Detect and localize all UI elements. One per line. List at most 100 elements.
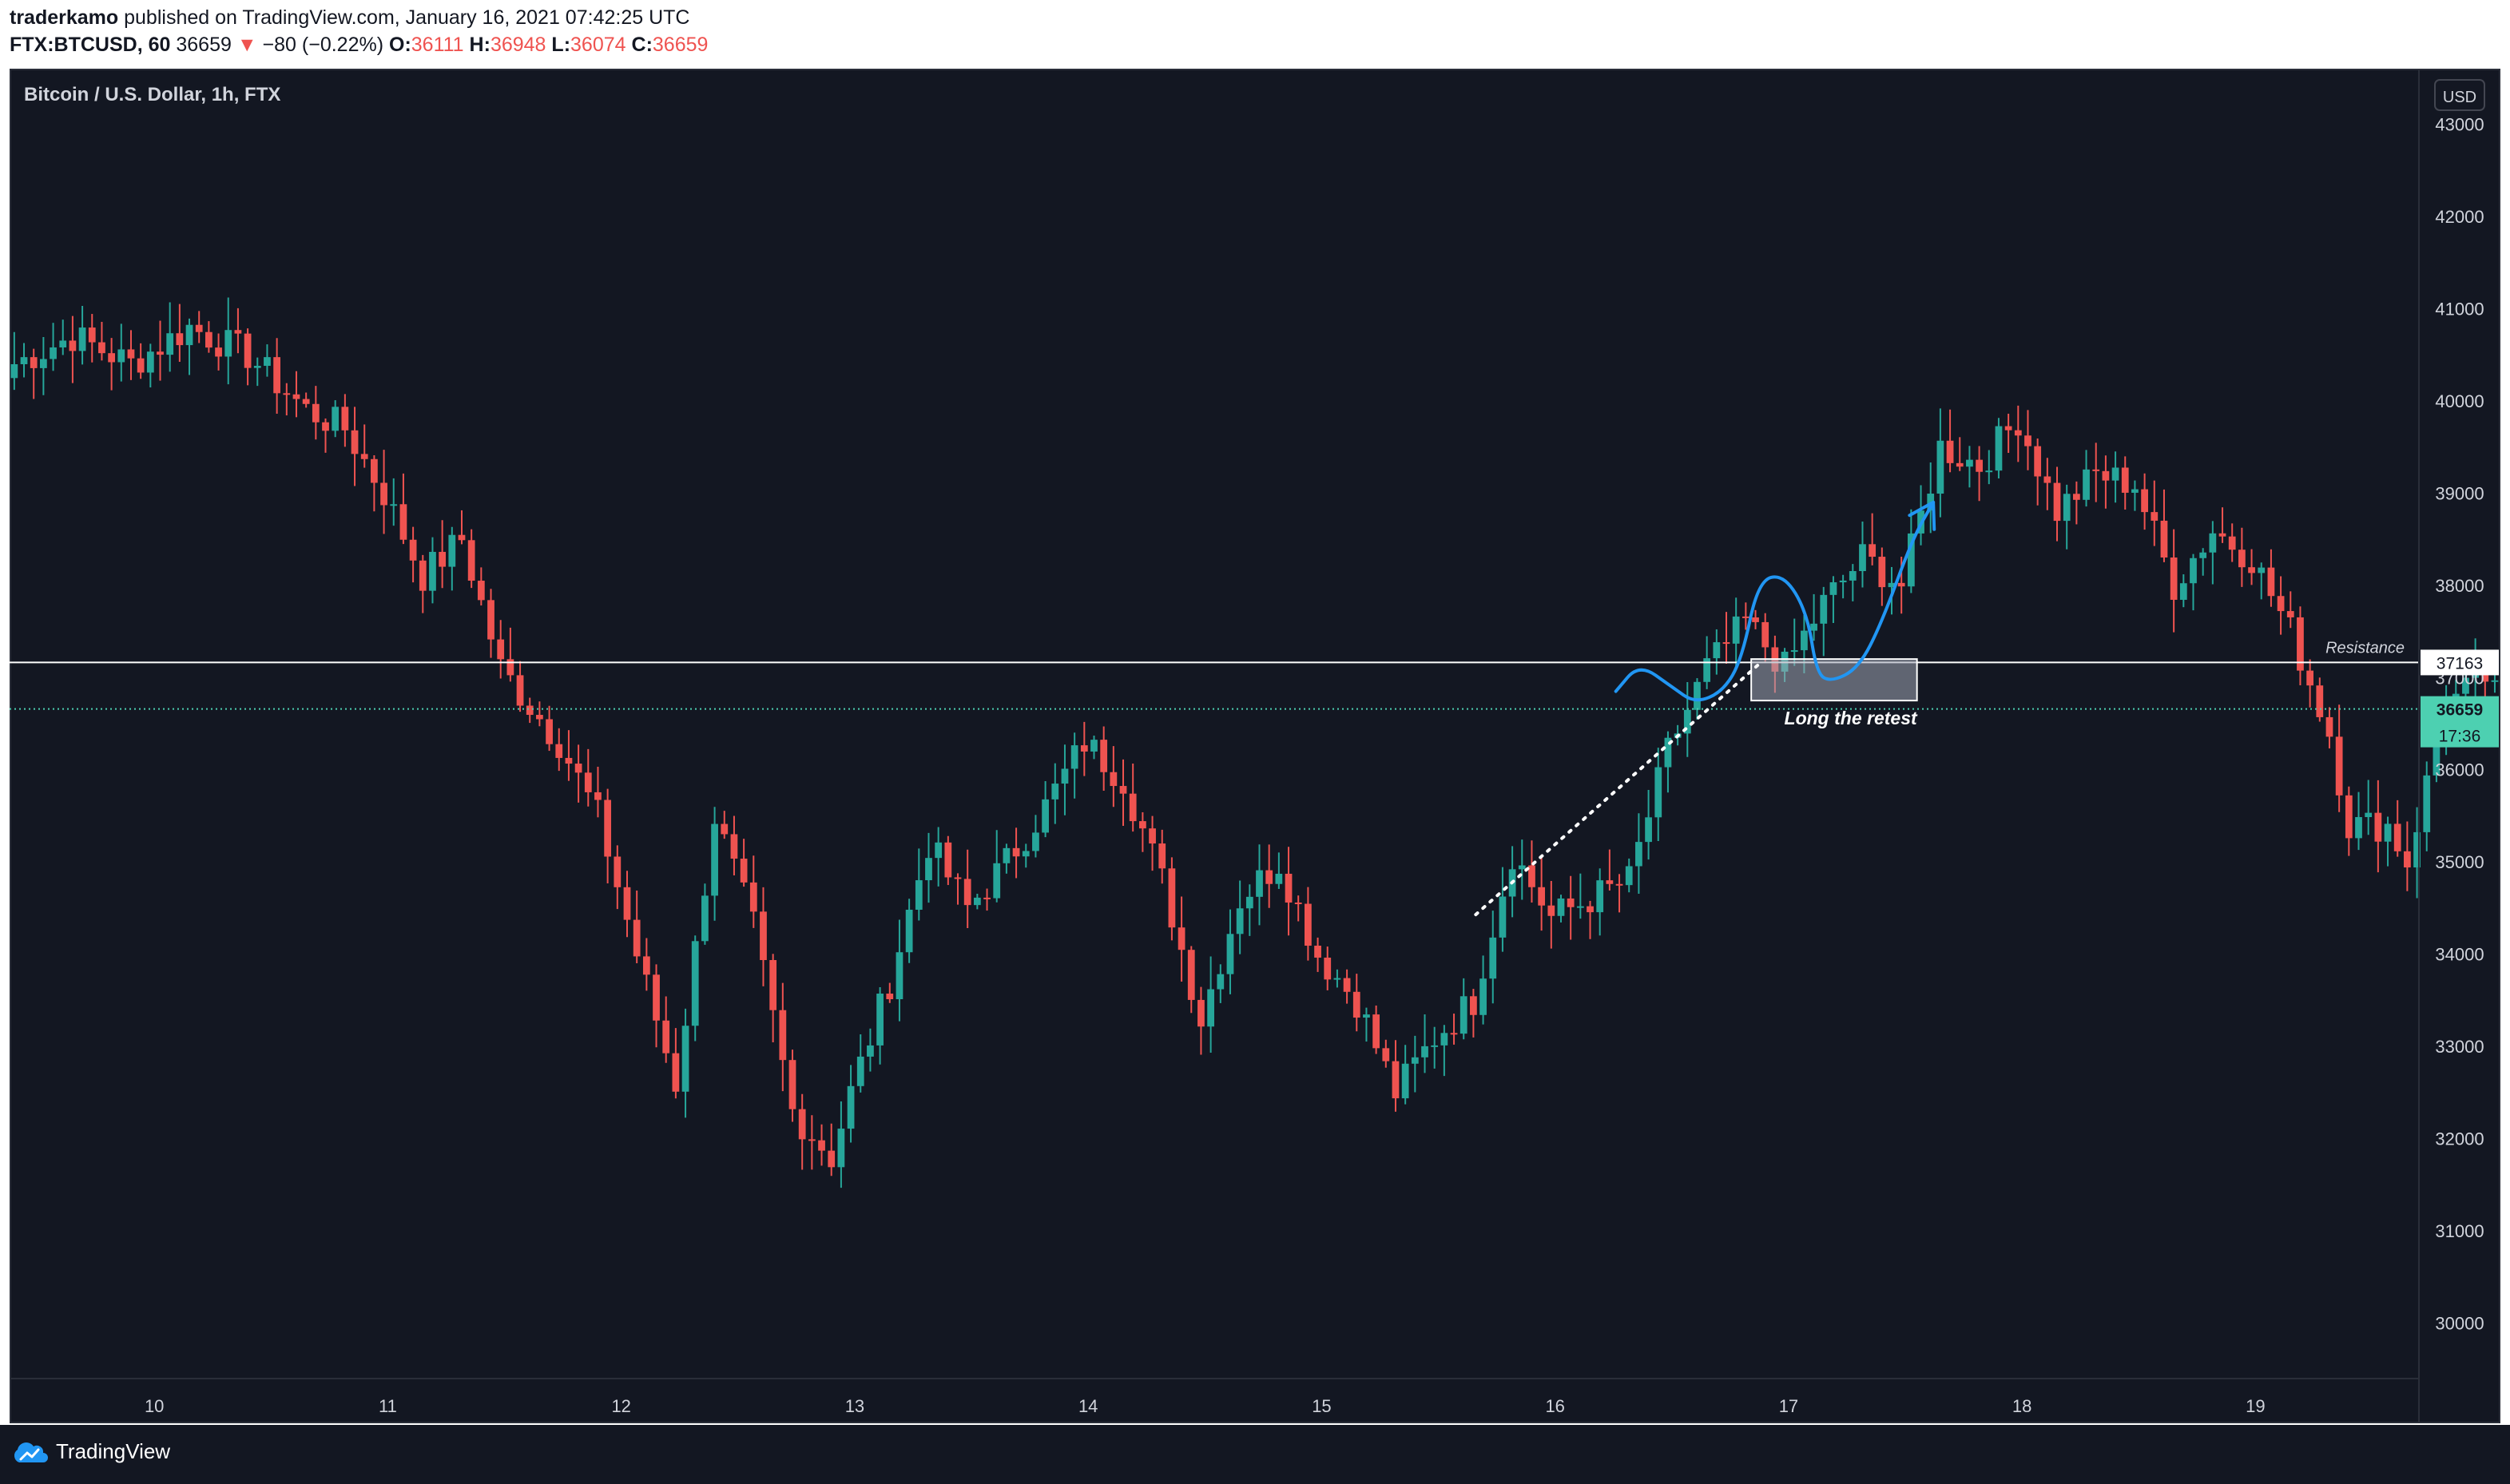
candle — [2267, 549, 2275, 607]
candle — [711, 807, 718, 921]
candle — [1713, 629, 1721, 675]
price-tick-label: 41000 — [2435, 299, 2484, 319]
candle — [2209, 521, 2217, 585]
candle — [1333, 969, 1341, 988]
candle — [1032, 815, 1039, 858]
candle — [127, 330, 135, 380]
candle — [2355, 792, 2362, 851]
candle — [963, 849, 971, 928]
candle — [2072, 481, 2080, 525]
candle — [1178, 896, 1185, 982]
candle — [1790, 618, 1798, 666]
high-value: 36948 — [490, 34, 546, 56]
candle — [2004, 413, 2012, 454]
time-tick-label: 19 — [2246, 1396, 2265, 1416]
close-value: 36659 — [652, 34, 709, 56]
candle — [1022, 843, 1030, 868]
author-name[interactable]: traderkamo — [10, 6, 119, 29]
candle — [467, 529, 475, 589]
candle — [50, 323, 57, 371]
candle — [672, 1028, 680, 1099]
candle — [1869, 513, 1877, 565]
tradingview-logo[interactable]: TradingView — [11, 1439, 170, 1464]
candle — [546, 705, 553, 752]
candle — [1752, 609, 1759, 629]
candle — [1411, 1035, 1419, 1093]
candle — [39, 336, 47, 395]
candle — [1440, 1025, 1448, 1077]
time-tick-label: 10 — [145, 1396, 164, 1416]
candle — [1936, 408, 1944, 518]
candle — [867, 1028, 874, 1072]
last-price-tag: 36659 17:36 — [2421, 696, 2499, 748]
candle — [2014, 405, 2022, 462]
candle — [2218, 507, 2226, 543]
candle — [2228, 523, 2236, 562]
trendline[interactable] — [1474, 661, 1762, 917]
currency-badge[interactable]: USD — [2434, 79, 2485, 111]
published-text: published on TradingView.com, January 16… — [124, 6, 690, 29]
candle — [1587, 900, 1594, 939]
time-scale[interactable]: 10 11 12 13 14 15 16 17 18 19 — [145, 1396, 2266, 1416]
candle — [253, 357, 261, 387]
candle — [497, 620, 505, 679]
candle — [1907, 509, 1915, 593]
candle — [1820, 586, 1828, 657]
candle — [2111, 451, 2119, 503]
candle — [2024, 410, 2031, 470]
candle — [312, 386, 320, 440]
candle — [1110, 746, 1118, 807]
candle — [1683, 681, 1691, 757]
candle — [2238, 527, 2246, 587]
candle — [205, 321, 212, 353]
projection-path[interactable] — [1614, 500, 1936, 702]
candle — [2190, 554, 2197, 611]
candle — [944, 835, 952, 886]
candle — [896, 919, 904, 1022]
price-scale[interactable]: 3000031000320003300034000350003600037000… — [2435, 114, 2484, 1333]
resistance-label: Resistance — [2325, 639, 2405, 657]
candle — [1615, 874, 1623, 913]
publish-line: traderkamo published on TradingView.com,… — [10, 6, 689, 30]
candle — [1576, 873, 1584, 919]
candle — [565, 730, 573, 781]
candle — [2102, 455, 2110, 509]
candle — [1285, 847, 1293, 936]
candle — [1654, 748, 1662, 841]
candle — [2345, 786, 2353, 856]
candle — [1810, 593, 1817, 641]
candle — [108, 338, 115, 391]
candle — [439, 520, 447, 589]
candle — [1985, 450, 1993, 485]
candle — [234, 308, 242, 354]
retest-label: Long the retest — [1785, 708, 1918, 728]
candle — [993, 830, 1001, 903]
candle — [642, 938, 650, 991]
candle — [2141, 473, 2148, 530]
candle — [399, 473, 407, 545]
candle — [876, 987, 884, 1065]
price-tick-label: 43000 — [2435, 114, 2484, 134]
candle — [886, 982, 894, 1003]
candle — [2160, 489, 2168, 562]
candle — [749, 855, 757, 928]
candle — [2199, 548, 2207, 576]
candle — [653, 964, 660, 1048]
candle — [2179, 574, 2187, 608]
candle — [1518, 839, 1526, 900]
price-tick-label: 31000 — [2435, 1221, 2484, 1241]
candle — [1956, 437, 1964, 471]
candle — [808, 1115, 816, 1170]
price-chart[interactable]: Bitcoin / U.S. Dollar, 1h, FTX Resistanc… — [10, 69, 2500, 1423]
candle — [1625, 858, 1633, 893]
candle — [224, 297, 232, 385]
candle — [1859, 521, 1866, 588]
candle — [1012, 827, 1020, 879]
candle — [1168, 857, 1176, 941]
candle — [487, 589, 494, 658]
candle — [1314, 937, 1321, 972]
brand-name: TradingView — [56, 1439, 171, 1463]
candle — [2083, 450, 2090, 507]
candle — [2170, 529, 2178, 633]
time-tick-label: 11 — [379, 1396, 397, 1416]
